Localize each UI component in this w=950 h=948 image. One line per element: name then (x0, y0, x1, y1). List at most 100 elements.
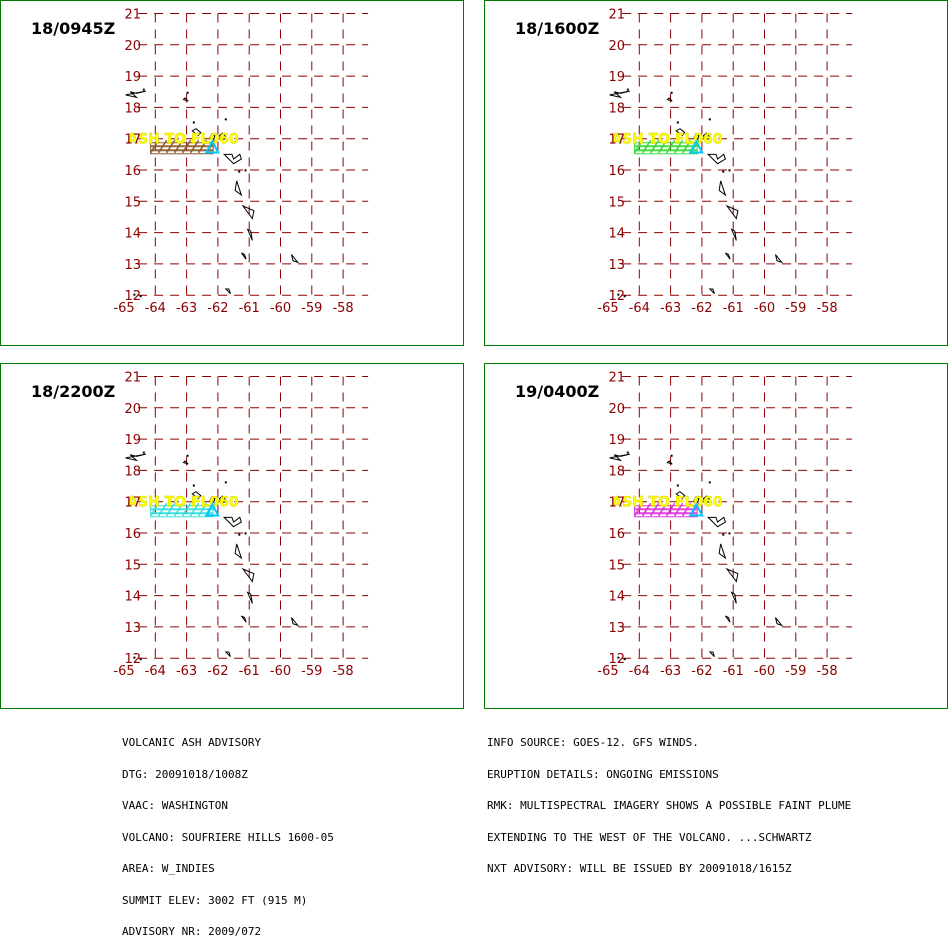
island-outline (246, 228, 253, 241)
lon-tick-label: -64 (629, 664, 650, 679)
islet-mark (186, 91, 189, 94)
lat-tick-label: 14 (608, 227, 625, 242)
plume-hatch (657, 139, 668, 154)
plume-band (634, 509, 698, 514)
lon-tick-label: -60 (270, 664, 291, 679)
island-outline (675, 491, 686, 500)
islet-mark (224, 481, 227, 484)
island-outline (675, 128, 686, 137)
island-outline (290, 617, 300, 627)
lat-tick-label: 15 (124, 558, 141, 573)
islet-mark (617, 656, 620, 659)
advisory-text-left: VOLCANIC ASH ADVISORY DTG: 20091018/1008… (122, 717, 334, 948)
panel-time-label: 18/0945Z (31, 19, 116, 38)
ash-map-4: ASH TO FL060 21 20 19 18 17 16 15 14 13 12-65 -64 -6… (597, 371, 853, 679)
lat-tick-label: 19 (124, 433, 141, 448)
volcano-icon (204, 502, 220, 517)
islet-mark (133, 656, 136, 659)
island-outline (730, 228, 737, 241)
plume-band (634, 146, 698, 151)
islet-mark (722, 533, 725, 536)
advisory-line: EXTENDING TO THE WEST OF THE VOLCANO. ..… (487, 830, 812, 844)
ash-label: ASH TO FL060 (611, 495, 723, 511)
lat-tick-label: 13 (608, 621, 625, 636)
ash-plume (633, 502, 700, 518)
panel-time-label: 18/1600Z (515, 19, 600, 38)
islet-mark (722, 170, 725, 173)
lon-tick-label: -64 (145, 664, 166, 679)
lon-tick-label: -62 (691, 664, 712, 679)
plume-hatch (157, 502, 168, 517)
lat-tick-label: 13 (124, 258, 141, 273)
ash-map-1: ASH TO FL060 21 20 19 18 17 16 15 14 13 12-65 -64 -6… (113, 8, 369, 316)
island-outline (708, 288, 715, 294)
islet-mark (676, 121, 679, 124)
plume-band (150, 509, 214, 514)
island-outline (290, 254, 300, 264)
forecast-panel-3: ASH TO FL060 21 20 19 18 17 16 15 14 13 12 -65 -64 -6… (0, 363, 464, 709)
advisory-line: AREA: W_INDIES (122, 862, 215, 875)
lat-tick-label: 17 (124, 133, 141, 148)
island-outline (234, 543, 243, 560)
islet-mark (676, 484, 679, 487)
island-outline (702, 495, 713, 503)
island-outline (609, 90, 631, 99)
island-outline (666, 97, 673, 102)
plume-hatch (665, 139, 676, 154)
lon-tick-label: -60 (270, 301, 291, 316)
advisory-line: VOLCANO: SOUFRIERE HILLS 1600-05 (122, 830, 334, 844)
lat-tick-label: 20 (608, 402, 625, 417)
island-outline (209, 133, 216, 141)
forecast-panel-2: ASH TO FL060 21 20 19 18 17 16 15 14 13 12 -65 -64 -6… (484, 0, 948, 346)
advisory-line: SUMMIT ELEV: 3002 FT (915 M) (122, 893, 308, 907)
advisory-line: ERUPTION DETAILS: ONGOING EMISSIONS (487, 767, 719, 781)
advisory-line: DTG: 20091018/1008Z (122, 767, 248, 781)
island-outline (708, 651, 715, 657)
islet-mark (133, 293, 136, 296)
plume-hatch (673, 502, 684, 517)
island-outline (182, 460, 189, 465)
volcano-icon (204, 139, 220, 154)
lat-tick-label: 17 (124, 496, 141, 511)
forecast-panel-1: ASH TO FL060 21 20 19 18 17 16 15 14 13 12 -65 -64 -6… (0, 0, 464, 346)
plume-hatch (649, 139, 660, 154)
island-outline (666, 460, 673, 465)
plume-hatch (181, 139, 192, 154)
island-outline (725, 567, 739, 583)
advisory-line: NXT ADVISORY: WILL BE ISSUED BY 20091018… (487, 862, 792, 875)
lat-tick-label: 20 (124, 402, 141, 417)
lat-tick-label: 12 (124, 289, 141, 304)
lon-tick-label: -65 (597, 301, 618, 316)
panel-time-label: 19/0400Z (515, 382, 600, 401)
ash-label: ASH TO FL060 (611, 132, 723, 148)
plume-hatch (657, 502, 668, 517)
islet-mark (238, 533, 241, 536)
plume-hatch (665, 502, 676, 517)
plume-hatch (165, 502, 176, 517)
ash-map-3: ASH TO FL060 21 20 19 18 17 16 15 14 13 12-65 -64 -6… (113, 371, 369, 679)
islet-mark (238, 170, 241, 173)
island-outline (218, 495, 229, 503)
panel-time-label: 18/2200Z (31, 382, 116, 401)
lat-tick-label: 19 (124, 70, 141, 85)
islet-mark (728, 169, 731, 172)
island-outline (774, 617, 784, 627)
plume-hatch (173, 139, 184, 154)
advisory-line: VAAC: WASHINGTON (122, 799, 228, 812)
lat-tick-label: 21 (608, 8, 625, 23)
lat-tick-label: 21 (124, 371, 141, 386)
plume-hatch (173, 502, 184, 517)
plume-hatch (181, 502, 192, 517)
lat-tick-label: 18 (124, 464, 141, 479)
island-outline (234, 180, 243, 197)
island-outline (706, 516, 726, 528)
plume-hatch (673, 139, 684, 154)
islet-mark (142, 88, 145, 91)
lon-tick-label: -63 (660, 301, 681, 316)
advisory-line: RMK: MULTISPECTRAL IMAGERY SHOWS A POSSI… (487, 799, 852, 812)
island-outline (191, 491, 202, 500)
lon-tick-label: -61 (239, 664, 260, 679)
island-outline (182, 97, 189, 102)
volcano-icon (688, 139, 704, 154)
island-outline (693, 133, 700, 141)
